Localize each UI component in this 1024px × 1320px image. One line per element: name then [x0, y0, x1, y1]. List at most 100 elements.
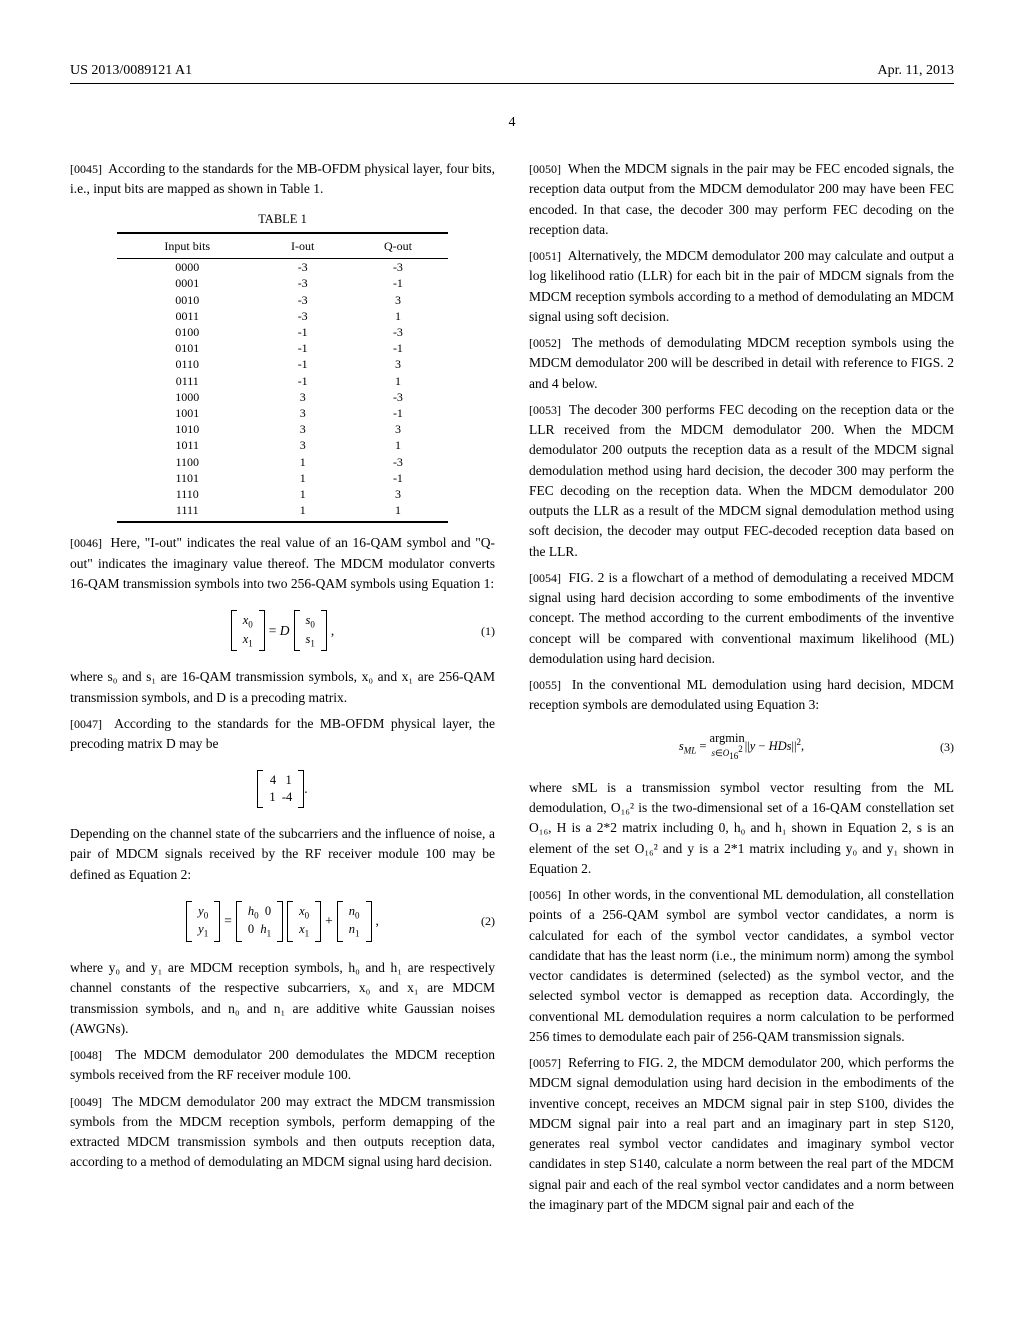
table-row: 101131 [117, 437, 449, 453]
table-cell: -3 [258, 292, 348, 308]
paragraph-0047: [0047] According to the standards for th… [70, 714, 495, 755]
table-row: 0100-1-3 [117, 324, 449, 340]
table-cell: 1 [258, 454, 348, 470]
paragraph-0055-text: In the conventional ML demodulation usin… [529, 677, 954, 712]
equation-3: sML = argmins∈O162||y − HDs||2, (3) [529, 732, 954, 762]
paragraph-0046b: where s₀ and s₁ are 16-QAM transmission … [70, 667, 495, 708]
table-cell: 1 [258, 486, 348, 502]
table1-title: TABLE 1 [70, 210, 495, 229]
table-cell: 3 [258, 421, 348, 437]
table-cell: 3 [348, 292, 449, 308]
publication-date: Apr. 11, 2013 [878, 60, 954, 81]
equation-3-number: (3) [940, 738, 954, 756]
table-cell: 1 [348, 502, 449, 522]
table-cell: 0110 [117, 356, 258, 372]
table-row: 111111 [117, 502, 449, 522]
right-column: [0050] When the MDCM signals in the pair… [529, 159, 954, 1215]
table-cell: 3 [258, 389, 348, 405]
table-row: 11011-1 [117, 470, 449, 486]
paragraph-0053-text: The decoder 300 performs FEC decoding on… [529, 402, 954, 559]
table-row: 0000-3-3 [117, 259, 449, 276]
paragraph-0047c: where y₀ and y₁ are MDCM reception symbo… [70, 958, 495, 1039]
paragraph-0056: [0056] In other words, in the convention… [529, 885, 954, 1047]
equation-d-matrix: 4 11 -4. [70, 770, 495, 808]
paragraph-0055: [0055] In the conventional ML demodulati… [529, 675, 954, 716]
table-row: 0001-3-1 [117, 275, 449, 291]
table-row: 101033 [117, 421, 449, 437]
table-cell: 1 [258, 502, 348, 522]
table-cell: -1 [258, 373, 348, 389]
paragraph-0054: [0054] FIG. 2 is a flowchart of a method… [529, 568, 954, 669]
paragraph-0056-text: In other words, in the conventional ML d… [529, 887, 954, 1044]
table-cell: 3 [348, 421, 449, 437]
table-cell: 3 [348, 486, 449, 502]
table-cell: -1 [348, 470, 449, 486]
equation-2-number: (2) [481, 912, 495, 930]
table-row: 11001-3 [117, 454, 449, 470]
paragraph-0053: [0053] The decoder 300 performs FEC deco… [529, 400, 954, 562]
table-cell: 0010 [117, 292, 258, 308]
table1: Input bits I-out Q-out 0000-3-30001-3-10… [117, 232, 449, 523]
table-cell: 0001 [117, 275, 258, 291]
paragraph-0055b: where sML is a transmission symbol vecto… [529, 778, 954, 879]
table-cell: 1111 [117, 502, 258, 522]
table-cell: 1110 [117, 486, 258, 502]
paragraph-0048: [0048] The MDCM demodulator 200 demodula… [70, 1045, 495, 1086]
table-cell: 1 [348, 373, 449, 389]
table-row: 111013 [117, 486, 449, 502]
paragraph-0045: [0045] According to the standards for th… [70, 159, 495, 200]
table-row: 10013-1 [117, 405, 449, 421]
table-cell: 1101 [117, 470, 258, 486]
paragraph-0051: [0051] Alternatively, the MDCM demodulat… [529, 246, 954, 327]
table-cell: 3 [258, 437, 348, 453]
table-cell: 1000 [117, 389, 258, 405]
table-cell: 1 [348, 308, 449, 324]
table-cell: -1 [348, 405, 449, 421]
paragraph-0052: [0052] The methods of demodulating MDCM … [529, 333, 954, 394]
table-cell: 1100 [117, 454, 258, 470]
table-cell: 0000 [117, 259, 258, 276]
table-cell: 1 [258, 470, 348, 486]
paragraph-0046-text: Here, "I-out" indicates the real value o… [70, 535, 495, 591]
paragraph-0051-text: Alternatively, the MDCM demodulator 200 … [529, 248, 954, 324]
table-cell: -1 [348, 340, 449, 356]
table-row: 10003-3 [117, 389, 449, 405]
table-cell: 0111 [117, 373, 258, 389]
page-header: US 2013/0089121 A1 Apr. 11, 2013 [70, 60, 954, 84]
table-cell: -3 [258, 308, 348, 324]
table-cell: 0101 [117, 340, 258, 356]
table-row: 0010-33 [117, 292, 449, 308]
content-columns: [0045] According to the standards for th… [70, 159, 954, 1215]
paragraph-0047b: Depending on the channel state of the su… [70, 824, 495, 885]
table-row: 0011-31 [117, 308, 449, 324]
table-cell: -3 [348, 259, 449, 276]
table-cell: -1 [348, 275, 449, 291]
table-row: 0110-13 [117, 356, 449, 372]
table-cell: 1001 [117, 405, 258, 421]
table-cell: 1 [348, 437, 449, 453]
table1-header-qout: Q-out [348, 233, 449, 259]
equation-2: y0y1 = h0 00 h1 x0x1 + n0n1 , (2) [70, 901, 495, 942]
paragraph-0052-text: The methods of demodulating MDCM recepti… [529, 335, 954, 391]
equation-1-number: (1) [481, 622, 495, 640]
table-cell: -3 [348, 324, 449, 340]
table-cell: 1011 [117, 437, 258, 453]
table-cell: -3 [348, 454, 449, 470]
table-cell: -3 [348, 389, 449, 405]
table1-header-input: Input bits [117, 233, 258, 259]
table-cell: -1 [258, 324, 348, 340]
paragraph-0046: [0046] Here, "I-out" indicates the real … [70, 533, 495, 594]
paragraph-0050: [0050] When the MDCM signals in the pair… [529, 159, 954, 240]
paragraph-0045-text: According to the standards for the MB-OF… [70, 161, 495, 196]
table-cell: -3 [258, 259, 348, 276]
table-cell: -1 [258, 356, 348, 372]
paragraph-0047-text: According to the standards for the MB-OF… [70, 716, 495, 751]
table-cell: 1010 [117, 421, 258, 437]
paragraph-0048-text: The MDCM demodulator 200 demodulates the… [70, 1047, 495, 1082]
paragraph-0050-text: When the MDCM signals in the pair may be… [529, 161, 954, 237]
publication-id: US 2013/0089121 A1 [70, 60, 192, 81]
paragraph-0057-text: Referring to FIG. 2, the MDCM demodulato… [529, 1055, 954, 1212]
table1-header-iout: I-out [258, 233, 348, 259]
table-cell: -1 [258, 340, 348, 356]
table-cell: 3 [258, 405, 348, 421]
